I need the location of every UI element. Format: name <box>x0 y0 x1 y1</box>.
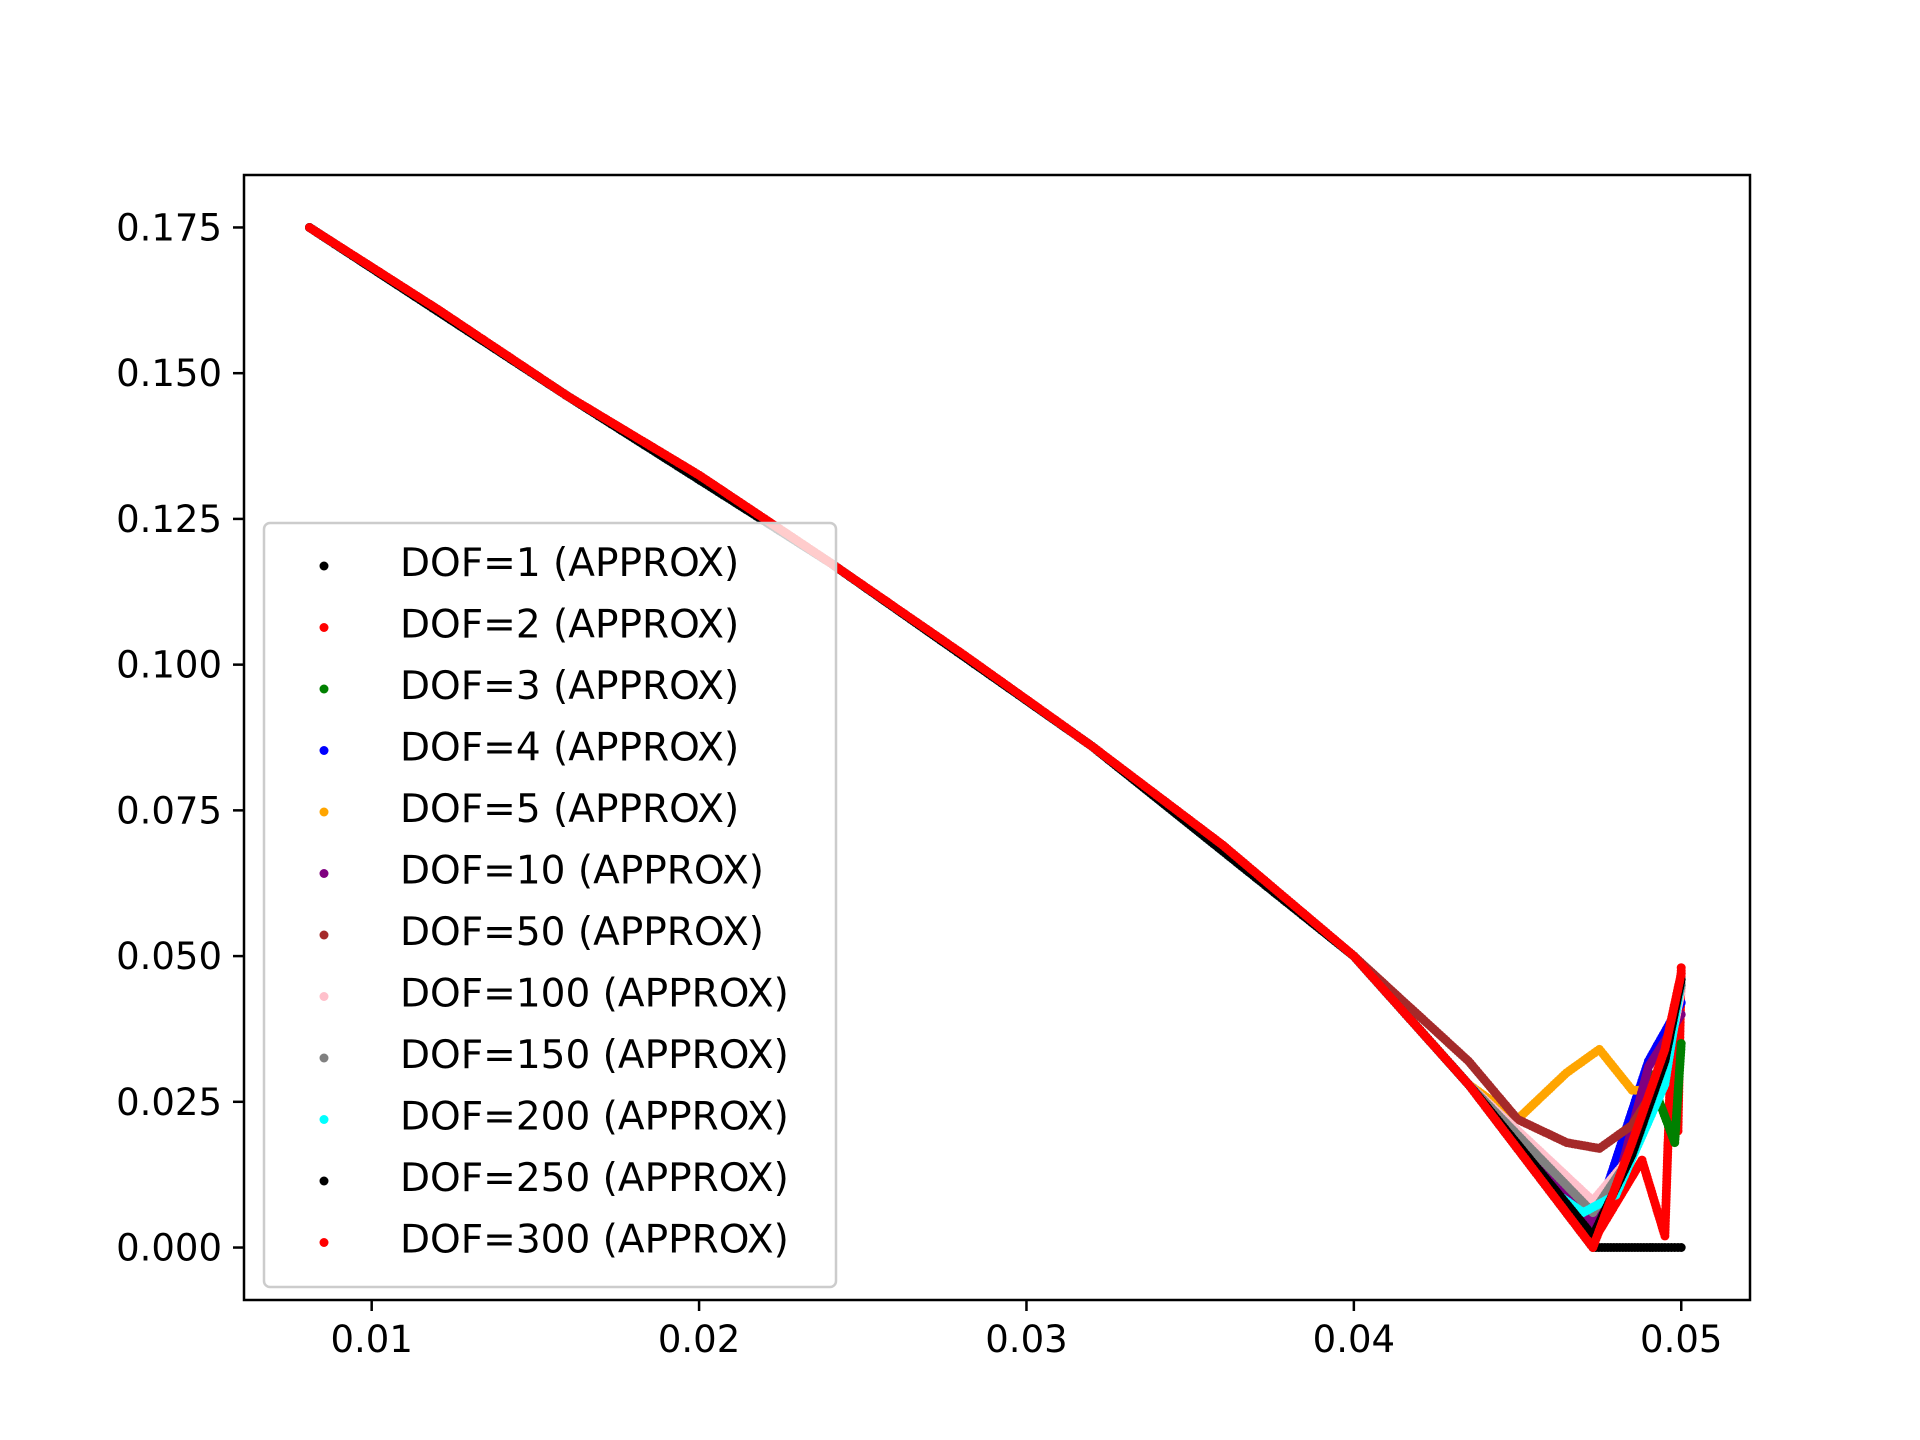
data-point <box>1676 1243 1686 1252</box>
data-point <box>1676 1039 1686 1048</box>
plot-area <box>305 223 1686 1252</box>
